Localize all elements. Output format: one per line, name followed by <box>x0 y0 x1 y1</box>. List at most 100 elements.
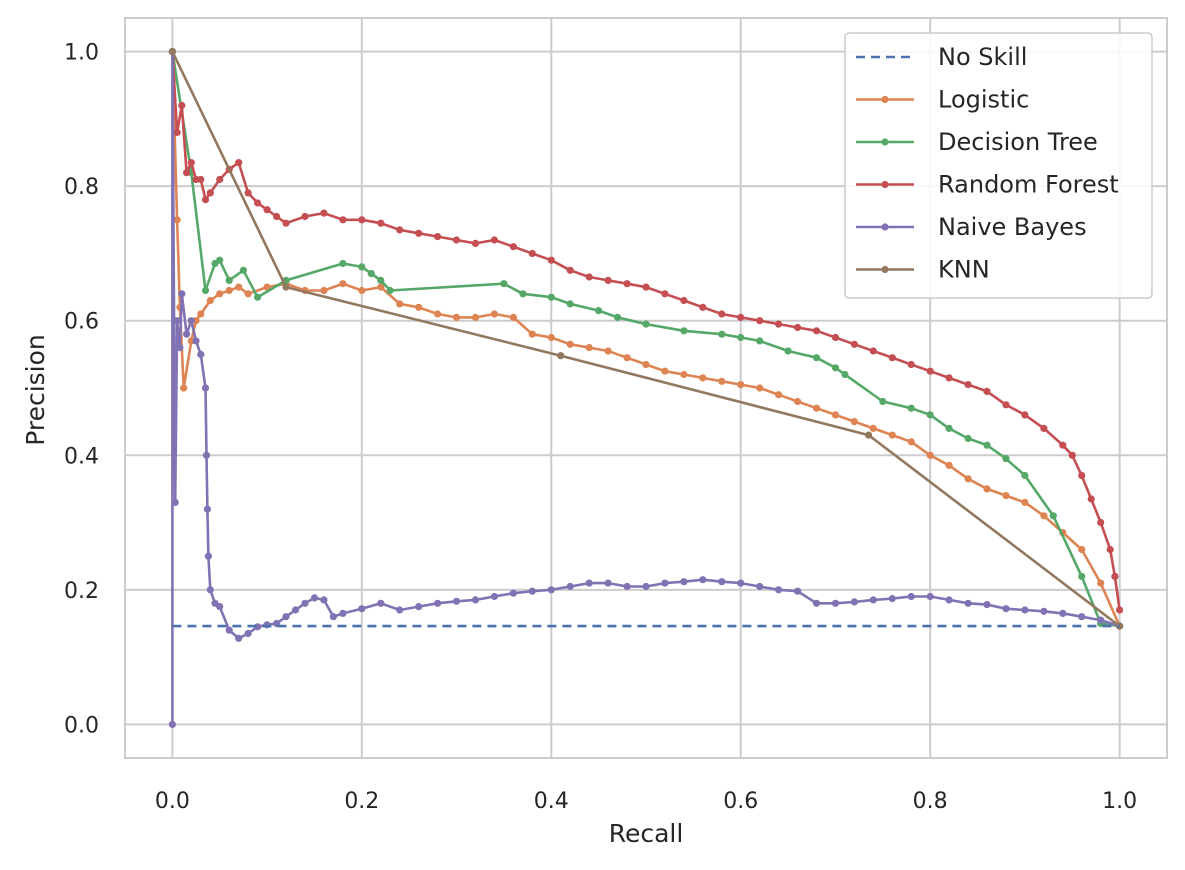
data-point-naive-bayes <box>699 576 707 584</box>
data-point-decision-tree <box>983 441 991 449</box>
data-point-logistic <box>197 310 205 318</box>
data-point-decision-tree <box>500 280 508 288</box>
data-point-naive-bayes <box>964 599 972 607</box>
data-point-decision-tree <box>254 293 262 301</box>
legend-marker-decision-tree <box>881 138 889 146</box>
data-point-decision-tree <box>377 276 385 284</box>
data-point-random-forest <box>756 317 764 325</box>
data-point-logistic <box>964 475 972 483</box>
data-point-logistic <box>775 391 783 399</box>
data-point-logistic <box>850 418 859 426</box>
data-point-naive-bayes <box>566 582 574 591</box>
data-point-knn <box>557 352 565 360</box>
data-point-logistic <box>180 384 188 392</box>
legend-marker-logistic <box>881 95 889 104</box>
data-point-random-forest <box>396 226 404 234</box>
data-point-logistic <box>604 347 612 355</box>
data-point-naive-bayes <box>869 596 877 604</box>
data-point-naive-bayes <box>178 290 186 298</box>
data-point-logistic <box>509 313 517 321</box>
data-point-random-forest <box>244 189 252 197</box>
data-point-random-forest <box>183 169 191 177</box>
data-point-logistic <box>377 283 385 291</box>
data-point-naive-bayes <box>197 350 205 358</box>
data-point-decision-tree <box>367 270 375 278</box>
data-point-naive-bayes <box>490 592 498 601</box>
data-point-random-forest <box>566 266 574 274</box>
data-point-logistic <box>452 313 461 321</box>
legend-label-random-forest: Random Forest <box>938 171 1119 199</box>
data-point-random-forest <box>1116 606 1124 614</box>
data-point-decision-tree <box>831 364 840 372</box>
data-point-decision-tree <box>1078 572 1086 581</box>
data-point-naive-bayes <box>756 582 764 591</box>
legend-label-decision-tree: Decision Tree <box>938 128 1098 156</box>
data-point-logistic <box>907 438 915 446</box>
legend-item-naive-bayes: Naive Bayes <box>856 213 1087 241</box>
data-point-naive-bayes <box>320 596 328 604</box>
data-point-naive-bayes <box>1097 616 1105 624</box>
legend-label-no-skill: No Skill <box>938 43 1027 71</box>
data-point-random-forest <box>812 327 821 335</box>
data-point-decision-tree <box>216 256 224 264</box>
data-point-knn <box>865 431 873 439</box>
series-layer <box>168 48 1124 729</box>
data-point-naive-bayes <box>604 579 612 587</box>
data-point-naive-bayes <box>173 317 181 325</box>
data-point-logistic <box>1078 545 1086 554</box>
data-point-logistic <box>244 290 252 298</box>
data-point-logistic <box>1097 579 1105 587</box>
data-point-decision-tree <box>239 266 247 274</box>
data-point-random-forest <box>661 290 669 298</box>
data-point-decision-tree <box>718 330 726 338</box>
data-point-naive-bayes <box>831 599 840 607</box>
data-point-naive-bayes <box>225 626 233 634</box>
data-point-decision-tree <box>737 333 745 342</box>
data-point-decision-tree <box>1049 512 1057 520</box>
data-point-naive-bayes <box>1059 609 1067 618</box>
data-point-random-forest <box>452 236 461 244</box>
data-point-random-forest <box>471 239 480 247</box>
data-point-naive-bayes <box>812 599 821 607</box>
legend-label-logistic: Logistic <box>938 86 1029 114</box>
data-point-naive-bayes <box>907 592 915 601</box>
data-point-naive-bayes <box>680 578 688 586</box>
legend-marker-knn <box>881 265 889 274</box>
data-point-knn <box>282 283 290 291</box>
data-point-random-forest <box>187 159 195 167</box>
data-point-logistic <box>869 424 877 432</box>
data-point-decision-tree <box>926 411 934 419</box>
data-point-logistic <box>225 286 233 295</box>
data-point-logistic <box>235 283 243 291</box>
data-point-decision-tree <box>964 434 972 443</box>
data-point-decision-tree <box>784 347 792 355</box>
data-point-naive-bayes <box>509 589 517 597</box>
data-point-random-forest <box>173 128 181 136</box>
data-point-random-forest <box>490 236 498 244</box>
data-point-random-forest <box>282 219 290 227</box>
data-point-random-forest <box>737 313 745 321</box>
series-knn <box>168 48 1124 630</box>
data-point-naive-bayes <box>661 579 669 587</box>
x-tick-label: 0.4 <box>534 789 569 814</box>
data-point-naive-bayes <box>888 595 896 603</box>
x-tick-label: 0.2 <box>344 789 379 814</box>
data-point-naive-bayes <box>282 613 290 621</box>
data-point-naive-bayes <box>983 601 991 609</box>
data-point-random-forest <box>1021 411 1029 419</box>
data-point-random-forest <box>604 276 612 284</box>
data-point-logistic <box>216 290 224 298</box>
data-point-random-forest <box>1106 545 1114 554</box>
data-point-naive-bayes <box>202 451 211 459</box>
data-point-random-forest <box>1097 518 1105 527</box>
data-point-random-forest <box>434 233 442 241</box>
data-point-decision-tree <box>642 320 650 328</box>
data-point-decision-tree <box>386 286 394 295</box>
data-point-naive-bayes <box>216 603 224 611</box>
data-point-naive-bayes <box>415 603 423 611</box>
data-point-decision-tree <box>595 307 603 315</box>
y-tick-labels: 0.0 0.2 0.4 0.6 0.8 1.0 <box>64 41 99 739</box>
data-point-random-forest <box>850 340 859 348</box>
series-random-forest <box>168 48 1124 614</box>
